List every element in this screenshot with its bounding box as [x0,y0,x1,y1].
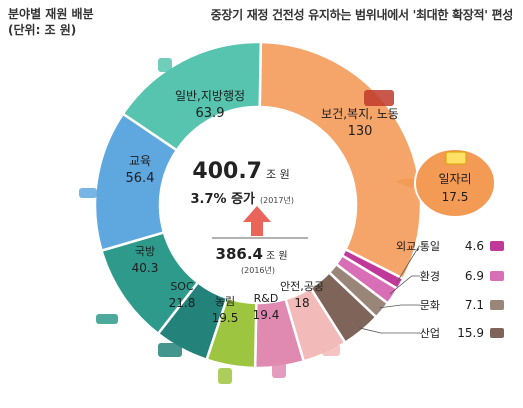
total-2016-year: (2016년) [241,265,275,275]
slice-label-교육-value: 56.4 [126,171,155,186]
slice-label-국방-name: 국방 [135,245,155,258]
factory-icon [490,328,504,338]
slice-label-문화-value: 7.1 [465,298,484,312]
tree-icon [490,271,504,281]
chart-header-left: 분야별 재원 배분 (단위: 조 원) [8,6,94,38]
chart-title: 분야별 재원 배분 [8,7,94,21]
slice-label-안전-공공-name: 안전,공공 [280,280,324,293]
slice-label-일반-지방행정-value: 63.9 [196,106,225,121]
microscope-icon [272,362,286,378]
slice-label-일반-지방행정-name: 일반,지방행정 [175,88,245,103]
building-icon [158,58,172,72]
slice-label-보건-복지-노동-value: 130 [348,124,373,139]
leader-문화 [379,304,420,309]
slice-label-교육-name: 교육 [129,154,151,168]
money-stack-icon [445,151,467,165]
slice-label-안전-공공-value: 18 [294,296,309,310]
center-summary: 400.7 조 원 3.7% 증가 (2017년) 386.4 조 원 (201… [190,159,308,275]
callout-value: 17.5 [442,190,469,204]
slice-label-외교-통일-name: 외교,통일 [396,239,440,253]
slice-label-soc-name: SOC [170,280,194,293]
slice-label-외교-통일-value: 4.6 [465,239,484,253]
slice-label-보건-복지-노동-name: 보건,복지, 노동 [321,107,399,121]
total-2016-unit: 조 원 [266,250,288,262]
growth-rate: 3.7% 증가 [190,192,255,207]
slice-일반-지방행정 [121,40,263,152]
camera-icon [490,300,504,310]
tractor-icon [158,343,182,357]
tank-icon [96,314,118,324]
slice-label-환경-name: 환경 [420,270,440,283]
elderly-care-icon [364,90,394,106]
total-2017-value: 400.7 [192,159,262,184]
slice-label-농림-name: 농림 [215,295,235,308]
total-2017-unit: 조 원 [266,168,290,181]
callout-name: 일자리 [438,172,471,186]
growth-year: (2017년) [260,195,294,205]
slice-label-r-d-name: R&D [254,292,279,305]
leader-산업 [358,327,420,334]
leader-외교-통일 [396,245,420,283]
callout-bubble [414,148,496,218]
slice-label-산업-value: 15.9 [457,326,484,340]
chart-subtitle: 중장기 재정 건전성 유지하는 범위내에서 '최대한 확장적' 편성 [210,8,514,22]
leader-환경 [389,275,420,295]
handshake-icon [490,241,504,251]
slice-label-문화-name: 문화 [420,299,440,312]
total-2016-value: 386.4 [216,245,263,263]
cctv-icon [322,344,340,356]
callout-pointer [396,178,417,188]
graduation-cap-icon [79,188,97,198]
slice-label-농림-value: 19.5 [212,311,239,325]
slice-label-국방-value: 40.3 [132,261,159,275]
slice-label-환경-value: 6.9 [465,269,484,283]
slice-label-산업-name: 산업 [420,327,440,340]
chart-unit: (단위: 조 원) [8,23,77,37]
increase-arrow-icon [243,206,271,236]
slice-label-soc-value: 21.8 [169,296,196,310]
slice-label-r-d-value: 19.4 [253,308,280,322]
wheat-icon [218,368,232,384]
